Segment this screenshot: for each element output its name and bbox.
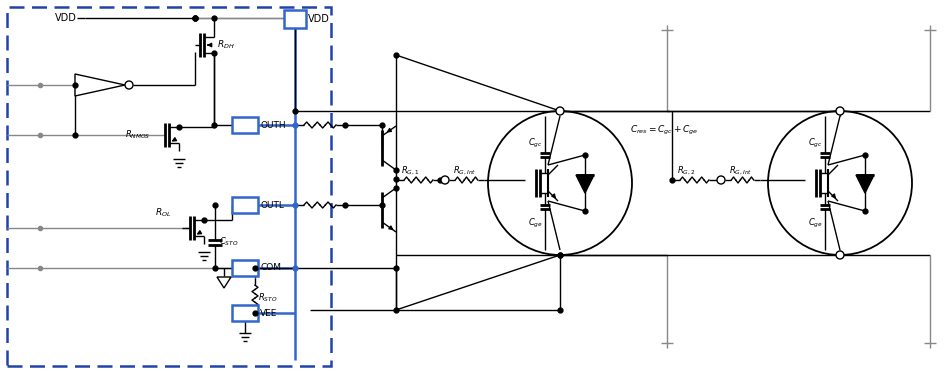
Text: $C_{gc}$: $C_{gc}$ xyxy=(528,137,542,150)
Polygon shape xyxy=(856,175,874,193)
Text: $C_{gc}$: $C_{gc}$ xyxy=(808,137,822,150)
Polygon shape xyxy=(75,74,125,96)
Text: $R_{G,Int}$: $R_{G,Int}$ xyxy=(453,165,476,177)
Text: $R_{G,2}$: $R_{G,2}$ xyxy=(677,165,695,177)
Circle shape xyxy=(836,251,844,259)
Bar xyxy=(232,260,258,276)
Text: VDD: VDD xyxy=(55,13,77,23)
Circle shape xyxy=(488,111,632,255)
Circle shape xyxy=(717,176,725,184)
Text: $R_{OL}$: $R_{OL}$ xyxy=(155,207,171,219)
Text: $R_{G,1}$: $R_{G,1}$ xyxy=(401,165,419,177)
Bar xyxy=(232,305,258,321)
Bar xyxy=(232,117,258,133)
Text: $C_{res}=C_{gc}+C_{ge}$: $C_{res}=C_{gc}+C_{ge}$ xyxy=(630,123,698,137)
Text: OUTH: OUTH xyxy=(260,120,286,129)
Text: $R_{STO}$: $R_{STO}$ xyxy=(258,292,277,304)
Text: $R_{DH}$: $R_{DH}$ xyxy=(217,39,235,51)
Text: $C_{STO}$: $C_{STO}$ xyxy=(219,236,238,248)
Polygon shape xyxy=(217,277,231,288)
Circle shape xyxy=(441,176,449,184)
Text: $C_{ge}$: $C_{ge}$ xyxy=(528,216,542,229)
Text: $R_{G,Int}$: $R_{G,Int}$ xyxy=(729,165,752,177)
Circle shape xyxy=(768,111,912,255)
Bar xyxy=(284,10,306,28)
Circle shape xyxy=(836,107,844,115)
Bar xyxy=(7,7,331,366)
Circle shape xyxy=(556,107,564,115)
Text: OUTL: OUTL xyxy=(260,201,284,210)
Text: $R_{NMOS}$: $R_{NMOS}$ xyxy=(125,129,150,141)
Text: COM: COM xyxy=(260,263,281,273)
Text: VDD: VDD xyxy=(308,14,330,24)
Bar xyxy=(232,197,258,213)
Text: VEE: VEE xyxy=(260,308,277,317)
Polygon shape xyxy=(576,175,594,193)
Circle shape xyxy=(125,81,133,89)
Text: $C_{ge}$: $C_{ge}$ xyxy=(808,216,822,229)
